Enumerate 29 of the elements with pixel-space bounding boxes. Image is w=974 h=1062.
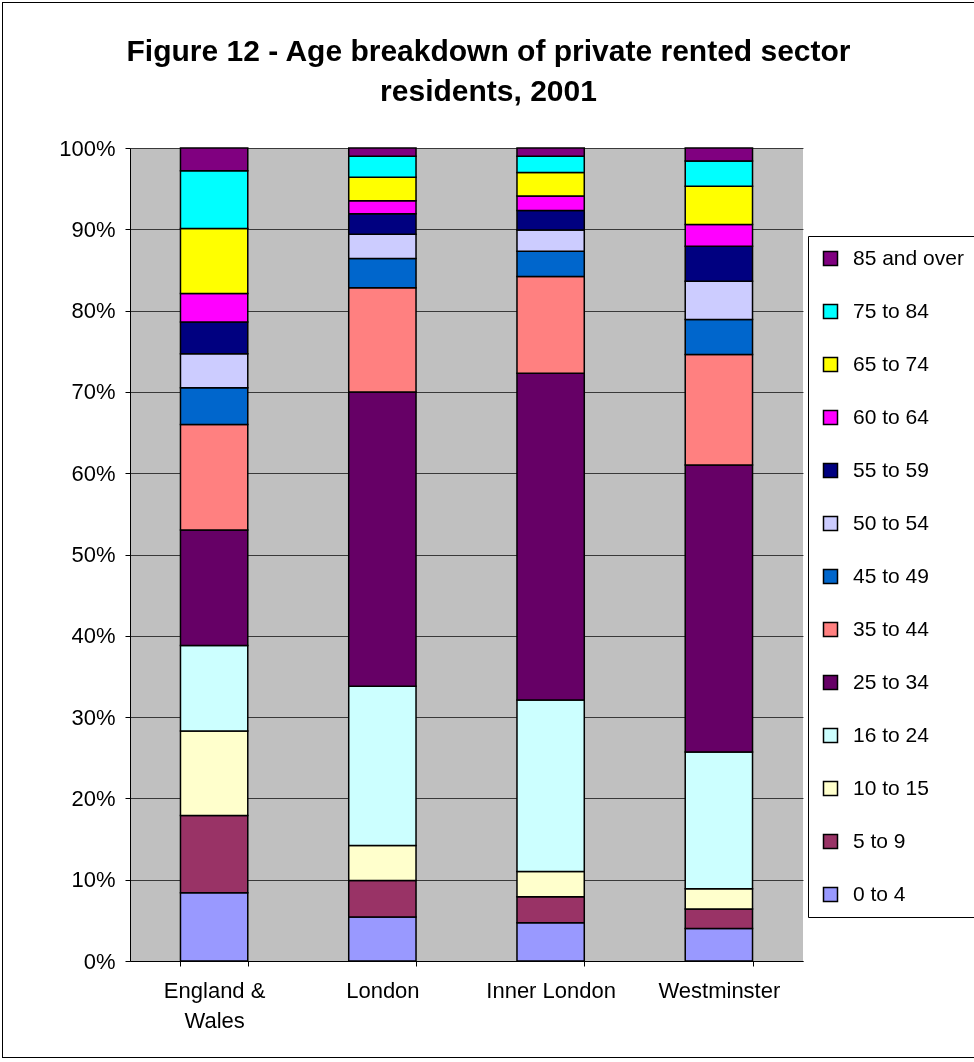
- legend-label: 0 to 4: [853, 881, 906, 905]
- legend-label: 16 to 24: [853, 722, 930, 746]
- x-tick-label: Inner London: [486, 977, 616, 1003]
- x-tick-label: England & Wales: [163, 977, 266, 1033]
- legend-label: 55 to 59: [853, 457, 929, 481]
- y-tick-label: 20%: [71, 785, 116, 811]
- y-tick-label: 100%: [59, 135, 116, 161]
- legend-label: 35 to 44: [853, 616, 930, 640]
- x-tick-label: London: [346, 977, 420, 1003]
- y-tick-label: 70%: [71, 379, 116, 405]
- legend-label: 10 to 15: [853, 775, 929, 799]
- y-tick-label: 10%: [71, 867, 116, 893]
- y-tick-label: 90%: [71, 216, 116, 242]
- y-tick-label: 80%: [71, 298, 116, 324]
- y-tick-label: 30%: [71, 704, 116, 730]
- legend-label: 75 to 84: [853, 298, 930, 322]
- x-tick-label: Westminster: [658, 977, 781, 1003]
- legend-label: 60 to 64: [853, 404, 930, 428]
- y-tick-label: 60%: [71, 460, 116, 486]
- legend-label: 25 to 34: [853, 669, 930, 693]
- y-tick-label: 40%: [71, 623, 116, 649]
- chart-title: Figure 12 - Age breakdown of private rented sector residents, 2001: [126, 34, 851, 107]
- y-tick-label: 0%: [83, 948, 116, 974]
- legend-label: 85 and over: [853, 245, 964, 269]
- legend-label: 45 to 49: [853, 563, 929, 587]
- legend-label: 65 to 74: [853, 351, 930, 375]
- legend-label: 5 to 9: [853, 828, 906, 852]
- legend-label: 50 to 54: [853, 510, 930, 534]
- y-tick-label: 50%: [71, 542, 116, 567]
